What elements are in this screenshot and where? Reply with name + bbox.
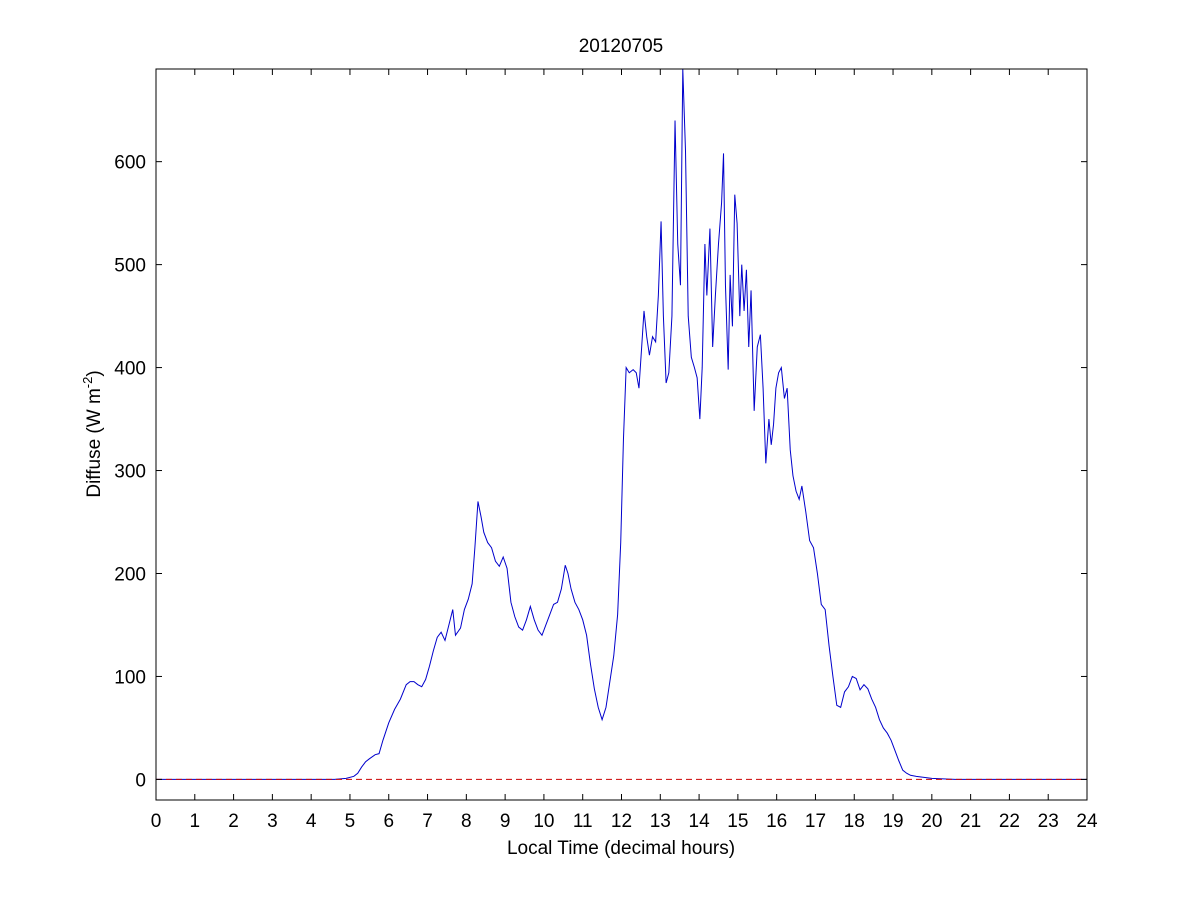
y-tick-label: 600: [114, 153, 146, 174]
y-axis-label-main: Diffuse (W m: [84, 388, 105, 497]
y-axis-label-close: ): [84, 370, 105, 376]
y-tick-label: 0: [135, 770, 146, 791]
y-axis-label: Diffuse (W m-2): [80, 370, 105, 497]
y-axis-label-superscript: -2: [80, 377, 95, 389]
x-tick-label: 7: [422, 811, 433, 832]
y-tick-label: 300: [114, 462, 146, 483]
x-tick-label: 12: [611, 811, 632, 832]
x-tick-label: 0: [151, 811, 162, 832]
x-tick-label: 2: [228, 811, 239, 832]
x-tick-label: 24: [1076, 811, 1098, 832]
y-tick-label: 100: [114, 667, 146, 688]
x-tick-label: 9: [500, 811, 511, 832]
x-tick-label: 14: [689, 811, 711, 832]
y-tick-label: 200: [114, 564, 146, 585]
x-tick-label: 8: [461, 811, 472, 832]
y-tick-label: 500: [114, 256, 146, 277]
y-tick-label: 400: [114, 359, 146, 380]
x-tick-label: 22: [999, 811, 1020, 832]
x-tick-label: 1: [190, 811, 201, 832]
x-axis-label: Local Time (decimal hours): [507, 838, 735, 859]
diffuse-series-line: [156, 69, 1087, 780]
x-tick-label: 23: [1038, 811, 1059, 832]
x-tick-label: 17: [805, 811, 826, 832]
x-tick-label: 16: [766, 811, 787, 832]
x-tick-label: 11: [573, 811, 593, 832]
x-tick-label: 18: [844, 811, 865, 832]
x-tick-label: 6: [383, 811, 394, 832]
x-tick-label: 20: [921, 811, 942, 832]
chart-title: 20120705: [579, 36, 664, 57]
x-tick-label: 21: [960, 811, 981, 832]
x-tick-label: 3: [267, 811, 278, 832]
x-tick-label: 10: [533, 811, 554, 832]
x-tick-label: 15: [727, 811, 748, 832]
x-tick-label: 19: [882, 811, 903, 832]
plot-frame: [155, 68, 1088, 801]
x-tick-label: 4: [306, 811, 317, 832]
x-tick-label: 5: [345, 811, 356, 832]
x-tick-label: 13: [650, 811, 671, 832]
